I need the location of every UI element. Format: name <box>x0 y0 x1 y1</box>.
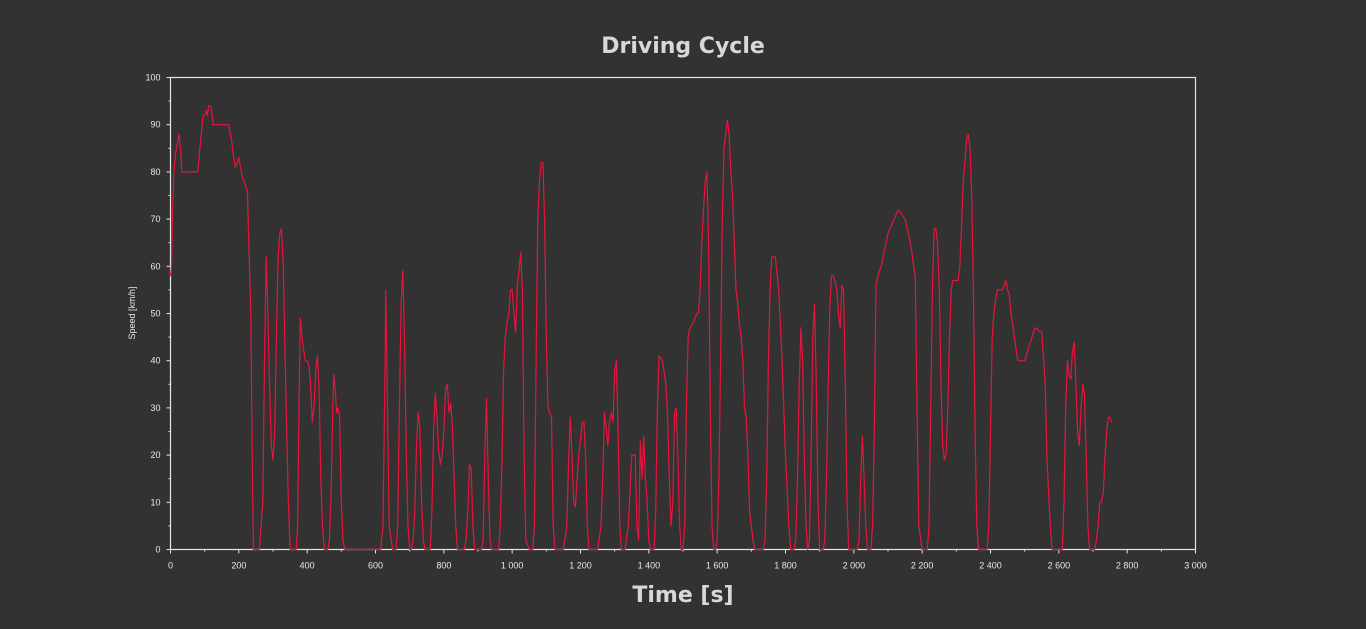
x-tick-label: 1 400 <box>638 561 661 571</box>
x-tick-label: 600 <box>368 561 383 571</box>
x-tick-label: 400 <box>300 561 315 571</box>
x-tick-label: 1 200 <box>569 561 592 571</box>
x-tick-label: 3 000 <box>1184 561 1207 571</box>
y-tick-label: 80 <box>150 167 160 177</box>
y-tick-label: 50 <box>150 309 160 319</box>
x-tick-label: 1 000 <box>501 561 524 571</box>
y-tick-label: 90 <box>150 120 160 130</box>
x-tick-label: 0 <box>168 561 173 571</box>
y-tick-label: 100 <box>145 73 160 83</box>
x-tick-label: 1 800 <box>774 561 797 571</box>
y-tick-label: 0 <box>155 545 160 555</box>
x-tick-label: 2 800 <box>1116 561 1139 571</box>
series-layer <box>169 105 1113 551</box>
x-tick-label: 200 <box>231 561 246 571</box>
y-tick-label: 10 <box>150 497 160 507</box>
x-axis: 0 200 400 600 800 1 000 1 200 1 400 1 600 1 800 2 … <box>168 549 1207 571</box>
y-axis: 0 10 20 30 40 50 60 70 80 90 100 <box>145 73 171 555</box>
y-axis-label: Speed [km/h] <box>127 286 137 339</box>
x-axis-label: Time [s] <box>632 583 733 608</box>
speed-series-line <box>169 105 1113 551</box>
y-tick-label: 70 <box>150 214 160 224</box>
x-tick-label: 800 <box>436 561 451 571</box>
x-tick-label: 2 200 <box>911 561 934 571</box>
y-tick-label: 30 <box>150 403 160 413</box>
y-tick-label: 60 <box>150 261 160 271</box>
x-tick-label: 2 600 <box>1048 561 1071 571</box>
y-tick-label: 40 <box>150 356 160 366</box>
chart-title: Driving Cycle <box>601 34 765 59</box>
x-tick-label: 1 600 <box>706 561 729 571</box>
plot-frame <box>169 76 1197 551</box>
x-tick-label: 2 000 <box>843 561 866 571</box>
x-tick-label: 2 400 <box>979 561 1002 571</box>
y-tick-label: 20 <box>150 450 160 460</box>
